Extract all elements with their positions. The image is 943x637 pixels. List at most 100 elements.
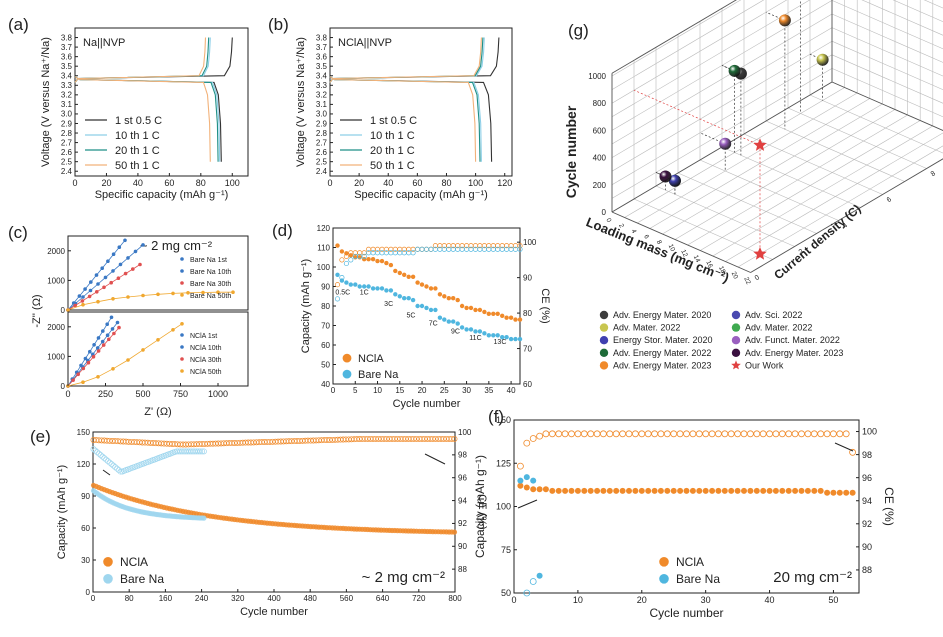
series-f-0-point [638,487,645,494]
legend-f-marker [659,574,669,584]
series-d-0-point [477,307,483,313]
legend-c-label: NClA 50th [190,369,222,376]
legend-g-marker [731,310,741,320]
series-c-0-3-point [186,291,190,295]
panel-d-y-tick-label: 40 [321,380,330,389]
series-d-0-point [482,309,487,315]
series-f-0-point [747,487,754,494]
series-d-3-point [343,260,349,267]
series-d-0-point [424,284,429,289]
panel-b-x-tick-label: 0 [327,178,332,188]
legend-b-label: 10 th 1 C [370,130,415,142]
panel-d-y-axis-label: Capacity (mAh g⁻¹) [300,259,312,353]
series-f-2-point [638,430,646,438]
legend-d-marker [342,353,352,363]
series-c-1-2-point [81,366,86,371]
legend-e-label: NClA [120,555,148,569]
series-f-0-point [741,487,747,494]
series-c-1-3-point [171,328,175,332]
panel-g-grid-line [831,81,943,131]
series-c-0-2-point [73,303,77,308]
series-f-0-point [830,489,837,496]
panel-g-z-tick-label: 200 [593,181,607,190]
series-c-1-0-point [88,349,92,354]
series-c-1-3-point [141,348,145,352]
legend-e-marker [103,574,113,584]
legend-g-marker [731,348,741,357]
series-d-2-point [343,253,349,259]
series-f-2-point [759,430,767,438]
series-f-0-point [721,487,728,494]
panel-g-y-tick-label: 6 [886,196,893,204]
series-d-1-point [482,331,487,336]
panel-e-y2-tick-label: 100 [458,428,472,437]
series-d-1-point [455,321,460,326]
series-e-NClA-point [451,529,458,535]
series-f-0-point [824,489,831,496]
series-d-0-point [366,257,371,262]
series-d-1-point [468,327,474,332]
legend-b-label: 20 th 1 C [370,145,415,157]
panel-g-axis-edge [611,0,737,74]
series-f-0-point [760,487,767,494]
panel-f-arrow-left [517,499,538,509]
panel-b-y-tick-label: 2.7 [316,138,328,147]
panel-f-y-tick-label: 125 [496,458,511,468]
panel-g-grid-line [743,133,883,195]
panel-g-x-axis-label: Loading mass (mg cm⁻²) [584,214,731,285]
panel-e-annotation: ~ 2 mg cm⁻² [362,569,445,586]
series-f-3-point [523,589,531,597]
legend-c-label: Bare Na 1st [190,257,227,264]
panel-g-x-tick-label: 4 [630,228,638,235]
series-d-1-point [388,288,394,293]
panel-f-y-tick-label: 75 [501,545,511,555]
panel-b-x-tick-label: 40 [383,178,393,188]
series-d-3-point [339,275,345,281]
series-e-Bare-Na-CE-point [101,455,108,462]
panel-f-y2-tick-label: 88 [862,565,872,575]
series-f-2-point [657,430,665,438]
legend-f-label: NClA [676,555,704,569]
panel-g-z-tick-label: 400 [593,154,607,163]
series-f-2-point [683,430,690,438]
series-d-1-point [344,280,349,285]
series-f-0-point [677,487,684,494]
series-f-0-point [606,487,613,494]
panel-a-y-tick-label: 3.5 [61,62,73,71]
panel-b-x-tick-label: 60 [412,178,422,188]
series-d-1-point [517,336,523,342]
panel-b-y-tick-label: 3.7 [316,43,328,52]
panel-d-x-tick-label: 15 [395,386,404,395]
panel-g-grid-line [831,0,943,50]
series-f-2-point [823,430,831,438]
panel-g-y-tick-label: 4 [842,222,849,230]
series-c-0-1-point [118,262,123,267]
panel-d-x-tick-label: 25 [440,386,449,395]
series-c-0-2-point [80,299,85,303]
series-d-1-point [433,307,438,313]
series-f-0-point [600,487,607,494]
panel-b-y-tick-label: 3.5 [316,62,328,71]
series-c-0-3-line [67,291,233,311]
panel-f-y2-tick-label: 92 [862,519,872,529]
panel-d-y2-tick-label: 80 [523,309,532,318]
series-a-3-discharge-curve [74,76,211,162]
panel-a-y-tick-label: 2.8 [61,129,73,138]
panel-b-y-tick-label: 2.5 [316,157,328,166]
series-b-3-discharge-curve [329,76,477,162]
legend-e-marker [103,557,113,567]
legend-g-marker [731,360,741,370]
series-d-0-point [433,286,438,291]
legend-a-label: 50 th 1 C [115,160,160,172]
panel-b-title: NClA||NVP [338,37,392,49]
series-c-0-3-point [126,295,130,299]
series-c-1-2-point [71,378,75,383]
panel-f-x-tick-label: 40 [765,595,775,605]
series-f-0-point [619,487,626,494]
panel-g-z-tick-label: 1000 [588,72,606,81]
series-f-0-point [581,487,588,494]
legend-c-label: NClA 10th [190,345,222,352]
series-f-0-point [709,487,716,494]
series-c-0-0-point [106,259,110,264]
panel-g-axis-edge [750,158,943,273]
